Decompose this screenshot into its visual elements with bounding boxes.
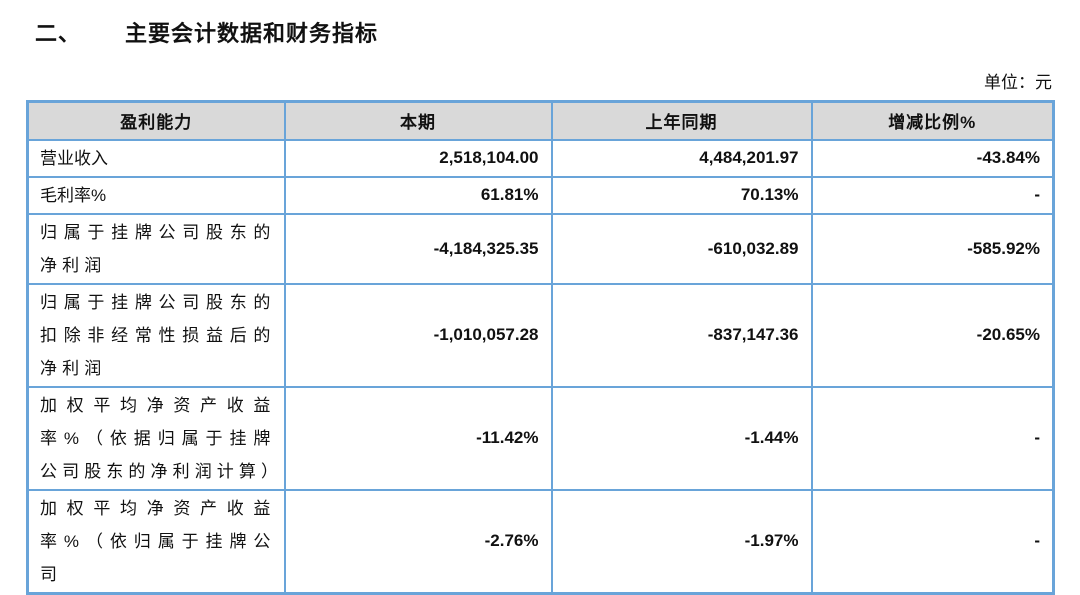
row-label: 营业收入 — [26, 138, 286, 178]
table-row: 归属于挂牌公司股东的扣除非经常性损益后的净利润 -1,010,057.28 -8… — [26, 282, 1055, 388]
row-current-value: 2,518,104.00 — [283, 138, 553, 178]
row-current-value: -1,010,057.28 — [283, 282, 553, 388]
row-label: 毛利率% — [26, 175, 286, 215]
header-prior-period: 上年同期 — [550, 100, 813, 141]
row-change-value: -43.84% — [810, 138, 1055, 178]
table-row: 营业收入 2,518,104.00 4,484,201.97 -43.84% — [26, 138, 1055, 178]
table-row: 加权平均净资产收益率%（依归属于挂牌公司 -2.76% -1.97% - — [26, 488, 1055, 594]
row-label: 加权平均净资产收益率%（依据归属于挂牌公司股东的净利润计算） — [26, 385, 286, 491]
row-label: 加权平均净资产收益率%（依归属于挂牌公司 — [26, 488, 286, 594]
row-prior-value: -1.97% — [550, 488, 813, 594]
table-row: 归属于挂牌公司股东的净利润 -4,184,325.35 -610,032.89 … — [26, 212, 1055, 285]
section-heading: 二、 主要会计数据和财务指标 — [35, 16, 378, 48]
financial-indicators-table: 盈利能力 本期 上年同期 增减比例% 营业收入 2,518,104.00 4,4… — [26, 100, 1055, 595]
row-change-value: -585.92% — [810, 212, 1055, 285]
row-prior-value: 70.13% — [550, 175, 813, 215]
page-title: 主要会计数据和财务指标 — [125, 21, 379, 46]
table-header-row: 盈利能力 本期 上年同期 增减比例% — [26, 100, 1055, 141]
row-change-value: - — [810, 488, 1055, 594]
row-prior-value: -837,147.36 — [550, 282, 813, 388]
row-label: 归属于挂牌公司股东的净利润 — [26, 212, 286, 285]
unit-label: 单位：元 — [984, 73, 1052, 92]
row-prior-value: -610,032.89 — [550, 212, 813, 285]
section-number: 二、 — [35, 21, 82, 46]
header-change-ratio: 增减比例% — [810, 100, 1055, 141]
header-current-period: 本期 — [283, 100, 553, 141]
row-prior-value: -1.44% — [550, 385, 813, 491]
row-change-value: - — [810, 175, 1055, 215]
row-current-value: -2.76% — [283, 488, 553, 594]
row-change-value: - — [810, 385, 1055, 491]
table-row: 加权平均净资产收益率%（依据归属于挂牌公司股东的净利润计算） -11.42% -… — [26, 385, 1055, 491]
header-profitability: 盈利能力 — [26, 100, 286, 141]
table-row: 毛利率% 61.81% 70.13% - — [26, 175, 1055, 215]
row-current-value: 61.81% — [283, 175, 553, 215]
row-change-value: -20.65% — [810, 282, 1055, 388]
row-label: 归属于挂牌公司股东的扣除非经常性损益后的净利润 — [26, 282, 286, 388]
row-current-value: -11.42% — [283, 385, 553, 491]
row-current-value: -4,184,325.35 — [283, 212, 553, 285]
row-prior-value: 4,484,201.97 — [550, 138, 813, 178]
